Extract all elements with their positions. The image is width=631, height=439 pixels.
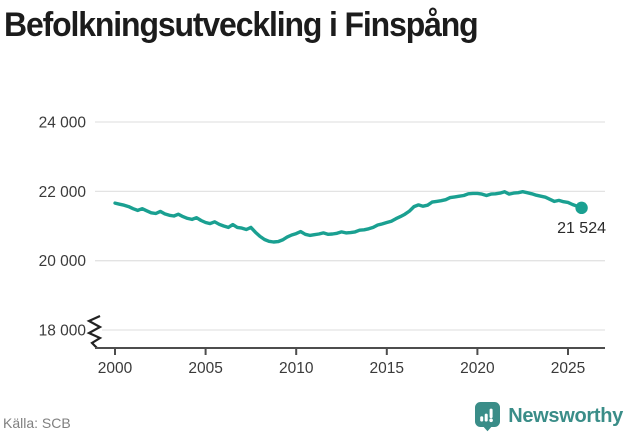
- x-axis-labels: 2000 2005 2010 2015 2020 2025: [98, 360, 585, 377]
- x-tick-label: 2005: [188, 360, 222, 377]
- x-tick-label: 2020: [460, 360, 495, 377]
- y-tick-label: 22 000: [39, 184, 87, 201]
- gridlines: [95, 121, 605, 331]
- x-tick-label: 2000: [98, 360, 133, 377]
- x-tick-label: 2025: [551, 360, 585, 377]
- population-line-series: [113, 189, 588, 244]
- source-caption: Källa: SCB: [3, 415, 71, 431]
- newsworthy-wordmark: Newsworthy: [508, 405, 623, 427]
- bar-chart-glyph: [480, 408, 494, 423]
- y-tick-label: 18 000: [39, 323, 87, 340]
- newsworthy-logo[interactable]: Newsworthy: [474, 401, 623, 432]
- last-value-label: 21 524: [557, 220, 606, 237]
- y-axis-labels: 18 000 20 000 22 000 24 000: [39, 115, 87, 340]
- y-tick-label: 24 000: [39, 115, 87, 132]
- x-tick-label: 2015: [370, 360, 404, 377]
- x-tick-label: 2010: [279, 360, 314, 377]
- x-axis: [95, 347, 605, 355]
- population-line: [113, 189, 584, 244]
- axis-break-zigzag: [86, 314, 103, 349]
- last-point-marker: [575, 201, 588, 215]
- axis-break-icon: [86, 314, 103, 349]
- chart-title: Befolkningsutveckling i Finspång: [4, 6, 479, 44]
- last-value-annotation: 21 524: [557, 220, 606, 237]
- y-tick-label: 20 000: [39, 253, 87, 270]
- newsworthy-pin-icon: [475, 402, 501, 432]
